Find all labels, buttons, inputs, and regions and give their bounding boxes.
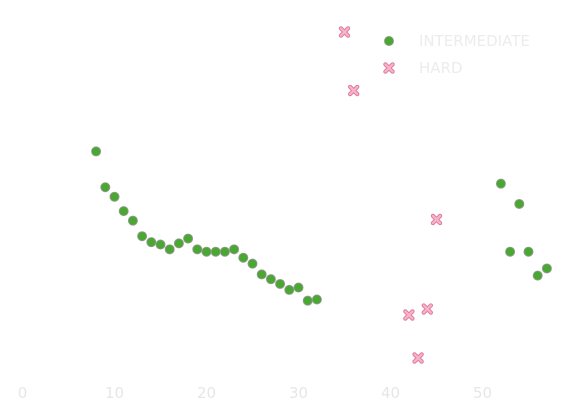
x-tick-label: 0 (18, 384, 28, 402)
series-hard (338, 26, 443, 364)
data-point-intermediate (118, 206, 129, 217)
data-point-intermediate (109, 191, 120, 202)
plot-area (91, 26, 552, 364)
data-point-intermediate (505, 246, 516, 257)
data-point-intermediate (229, 244, 240, 255)
legend-marker-intermediate (383, 36, 394, 47)
legend-label: HARD (419, 59, 463, 77)
data-point-intermediate (100, 182, 111, 193)
data-point-hard (338, 26, 351, 38)
data-point-intermediate (495, 178, 506, 189)
data-point-intermediate (192, 244, 203, 255)
data-point-intermediate (284, 284, 295, 295)
x-tick-label: 20 (197, 384, 216, 402)
data-point-intermediate (514, 198, 525, 209)
data-point-intermediate (173, 238, 184, 249)
data-point-intermediate (311, 294, 322, 305)
data-point-intermediate (91, 146, 102, 157)
data-point-hard (421, 303, 433, 315)
data-point-intermediate (256, 269, 267, 280)
data-point-hard (412, 352, 424, 364)
data-point-intermediate (183, 233, 194, 244)
data-point-intermediate (541, 263, 552, 274)
legend: INTERMEDIATE HARD (383, 32, 530, 77)
legend-marker-hard (383, 62, 395, 74)
data-point-intermediate (201, 246, 212, 257)
data-point-intermediate (155, 239, 166, 250)
data-point-intermediate (137, 231, 148, 242)
data-point-intermediate (532, 270, 543, 281)
legend-item-hard: HARD (383, 59, 463, 77)
data-point-intermediate (265, 274, 276, 285)
x-tick-label: 40 (381, 384, 400, 402)
data-point-intermediate (146, 237, 157, 248)
x-tick-label: 50 (473, 384, 492, 402)
x-tick-label: 30 (289, 384, 308, 402)
data-point-hard (430, 213, 443, 226)
data-point-intermediate (127, 215, 138, 226)
data-point-intermediate (275, 278, 286, 289)
legend-item-intermediate: INTERMEDIATE (383, 32, 530, 50)
series-intermediate (91, 146, 552, 306)
data-point-intermediate (210, 246, 221, 257)
data-point-hard (403, 309, 415, 321)
data-point-intermediate (247, 258, 258, 269)
x-axis-ticks: 0 10 20 30 40 50 (18, 384, 492, 402)
data-point-intermediate (219, 246, 230, 257)
data-point-intermediate (523, 246, 534, 257)
x-tick-label: 10 (105, 384, 124, 402)
data-point-intermediate (238, 252, 249, 263)
legend-label: INTERMEDIATE (419, 32, 530, 50)
data-point-intermediate (293, 282, 304, 293)
data-point-intermediate (164, 244, 175, 255)
data-point-hard (348, 84, 360, 97)
data-point-intermediate (302, 295, 313, 306)
